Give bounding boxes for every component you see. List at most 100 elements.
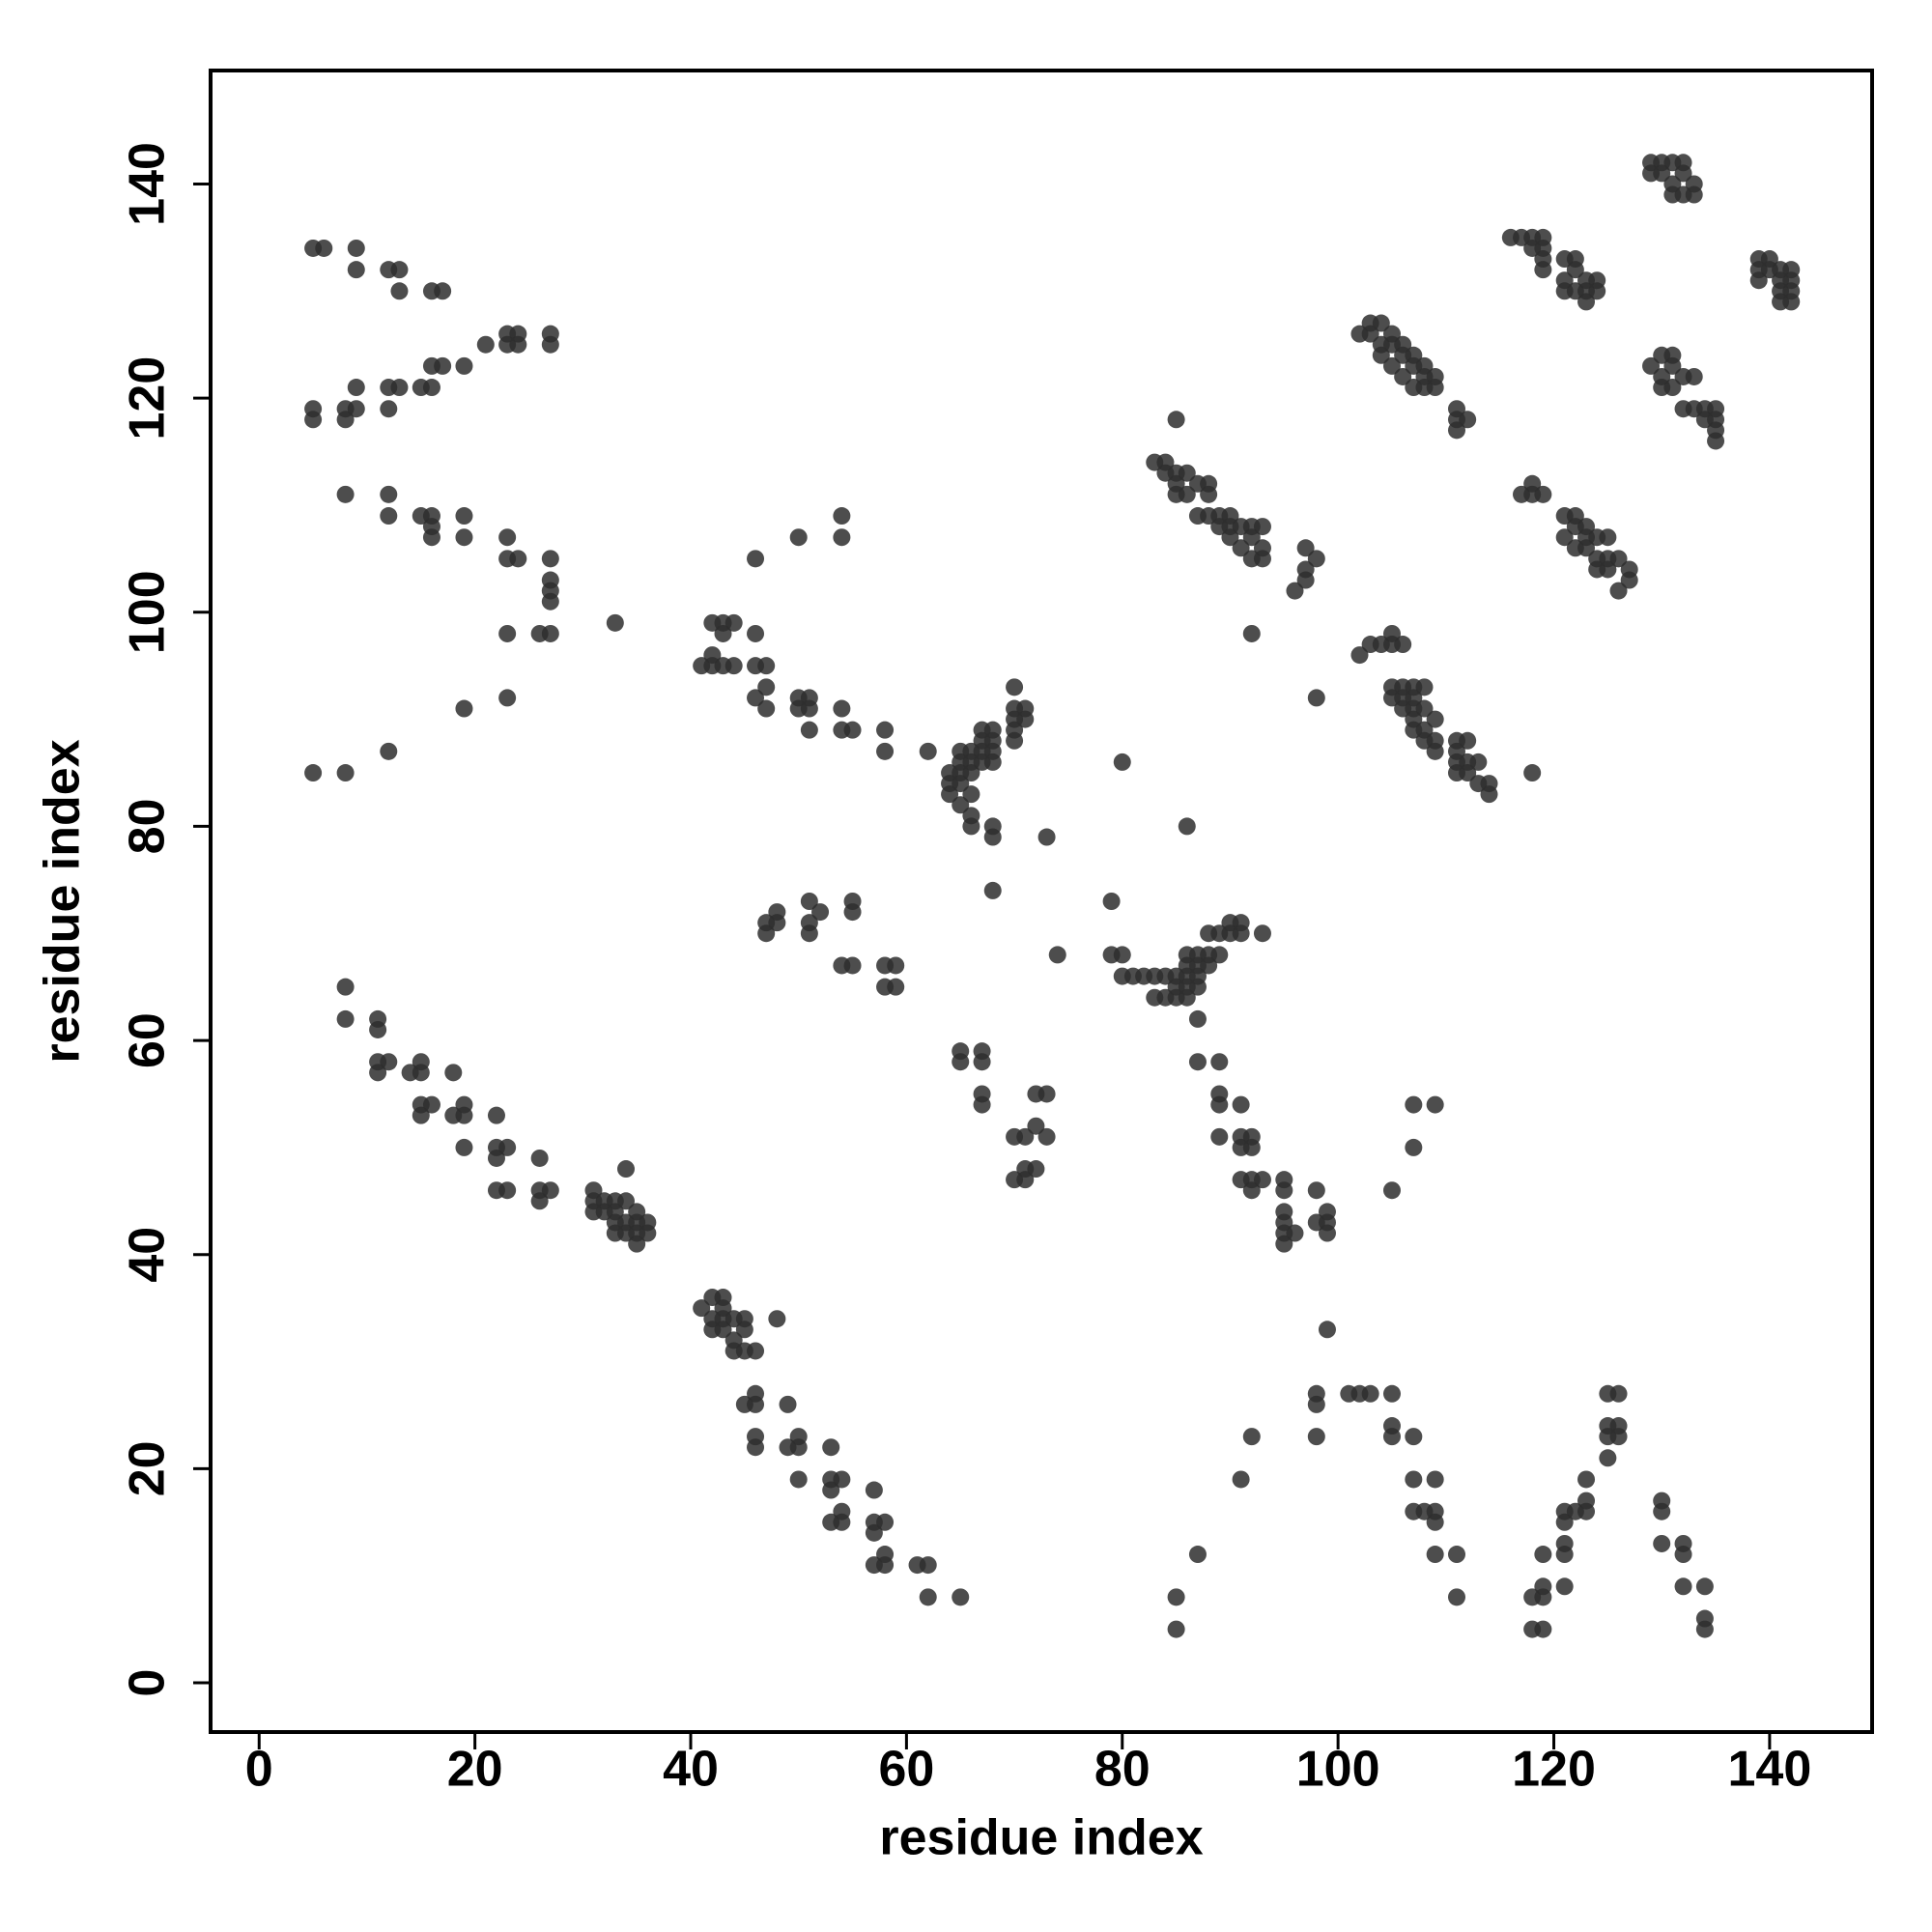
point (962, 785, 980, 804)
point (983, 753, 1002, 771)
point (789, 528, 808, 547)
point (1167, 411, 1185, 429)
point (1200, 956, 1218, 975)
point (1296, 571, 1315, 589)
point (1253, 550, 1271, 568)
point (1318, 1321, 1336, 1339)
point (509, 550, 527, 568)
point (1405, 1095, 1423, 1114)
point (843, 721, 862, 739)
point (919, 1588, 937, 1606)
point (1620, 571, 1638, 589)
point (1210, 1127, 1229, 1146)
point (1534, 485, 1552, 503)
point (1307, 1428, 1325, 1446)
point (1037, 828, 1056, 846)
point (336, 978, 355, 996)
point (800, 893, 818, 910)
point (444, 1064, 463, 1082)
point (693, 1299, 711, 1318)
point (747, 550, 765, 568)
point (1016, 1127, 1035, 1146)
plot-frame (209, 69, 1874, 1734)
point (1674, 1577, 1692, 1596)
point (487, 1149, 505, 1167)
point (919, 742, 937, 760)
point (757, 657, 776, 675)
point (1037, 1127, 1056, 1146)
point (1448, 421, 1465, 440)
point (1382, 1181, 1401, 1200)
point (1188, 1546, 1207, 1564)
point (789, 1470, 808, 1489)
point (757, 678, 776, 696)
point (369, 1020, 387, 1038)
point (1663, 379, 1682, 397)
point (455, 699, 473, 718)
point (422, 528, 440, 547)
point (1048, 946, 1066, 964)
point (1534, 261, 1552, 279)
point (1448, 1546, 1465, 1564)
point (1405, 1470, 1423, 1489)
x-tick-label: 80 (1094, 1742, 1151, 1798)
point (1242, 1181, 1261, 1200)
point (380, 400, 398, 418)
y-tick-label: 100 (120, 570, 176, 654)
point (876, 1513, 895, 1531)
plot-area (304, 154, 1801, 1638)
point (1178, 817, 1196, 836)
point (347, 400, 365, 418)
point (800, 721, 818, 739)
x-tick-label: 60 (878, 1742, 934, 1798)
point (747, 1438, 765, 1457)
point (1275, 1181, 1293, 1200)
point (843, 903, 862, 922)
point (434, 356, 452, 375)
point (1555, 1546, 1574, 1564)
point (1577, 1470, 1596, 1489)
point (336, 764, 355, 782)
point (498, 528, 517, 547)
point (412, 1106, 430, 1124)
point (800, 699, 818, 718)
point (1307, 1395, 1325, 1413)
point (887, 956, 905, 975)
point (876, 742, 895, 760)
point (973, 1053, 991, 1071)
point (1448, 1588, 1465, 1606)
point (919, 1556, 937, 1575)
point (390, 282, 409, 300)
point (757, 924, 776, 943)
y-tick-label: 60 (120, 1012, 176, 1068)
point (1178, 485, 1196, 503)
point (455, 528, 473, 547)
point (412, 1064, 430, 1082)
point (1405, 1138, 1423, 1156)
point (1534, 1546, 1552, 1564)
point (1394, 367, 1412, 385)
point (1534, 1620, 1552, 1638)
point (315, 239, 333, 257)
point (1307, 1181, 1325, 1200)
point (983, 881, 1002, 899)
point (1426, 1095, 1444, 1114)
point (455, 507, 473, 526)
point (1372, 314, 1390, 332)
point (617, 1192, 635, 1210)
point (1210, 946, 1229, 964)
point (530, 624, 549, 642)
x-tick-label: 140 (1728, 1742, 1812, 1798)
point (498, 1181, 517, 1200)
point (1167, 1588, 1185, 1606)
point (1221, 528, 1239, 547)
point (789, 1438, 808, 1457)
point (1459, 731, 1477, 750)
point (1242, 1428, 1261, 1446)
point (779, 1395, 797, 1413)
point (1426, 1513, 1444, 1531)
point (768, 914, 786, 932)
point (1469, 753, 1488, 771)
